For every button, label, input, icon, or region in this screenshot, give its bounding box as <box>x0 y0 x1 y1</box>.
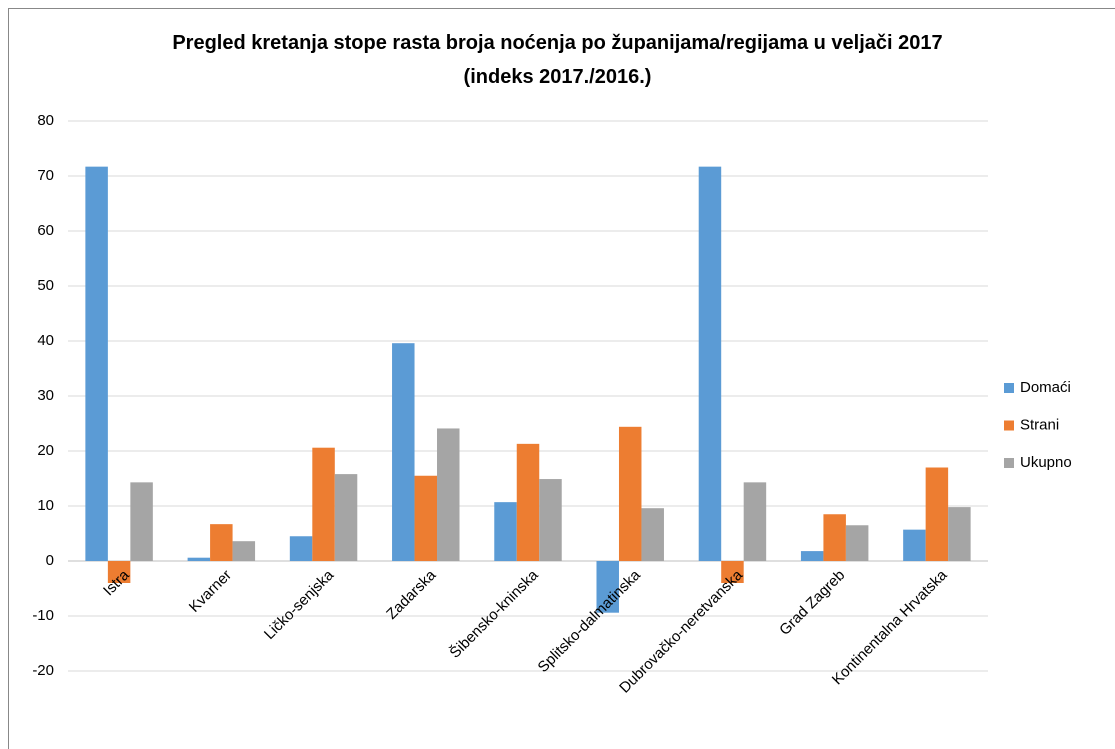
legend-swatch <box>1004 420 1014 431</box>
legend-label: Domaći <box>1020 379 1071 396</box>
y-tick-label: 40 <box>37 332 54 349</box>
y-tick-label: 80 <box>37 112 54 129</box>
y-tick-label: 60 <box>37 222 54 239</box>
x-tick-label: Zadarska <box>383 566 440 623</box>
bar <box>641 508 664 561</box>
x-tick-label: Grad Zagreb <box>776 567 848 639</box>
bar <box>414 475 438 561</box>
x-tick-label: Splitsko-dalmatinska <box>535 566 645 676</box>
bar <box>232 541 256 561</box>
bar <box>312 447 335 561</box>
y-tick-label: 30 <box>37 387 54 404</box>
bar <box>823 514 846 561</box>
bar <box>698 166 722 561</box>
bar <box>925 467 949 561</box>
bar <box>334 474 358 561</box>
bar <box>800 551 824 561</box>
x-tick-label: Kontinentalna Hrvatska <box>829 566 951 688</box>
bar <box>494 502 517 561</box>
bar <box>903 529 926 561</box>
legend-swatch <box>1004 458 1014 468</box>
legend-label: Strani <box>1020 416 1059 433</box>
y-tick-label: 20 <box>37 442 54 459</box>
bar <box>721 561 744 583</box>
bar <box>948 507 971 561</box>
chart-title: Pregled kretanja stope rasta broja noćen… <box>172 32 943 88</box>
x-tick-label: Šibensko-kninska <box>446 566 542 662</box>
legend-swatch <box>1004 383 1014 393</box>
bar <box>743 482 767 561</box>
bar <box>437 428 460 561</box>
bar <box>596 561 619 613</box>
chart-border <box>8 8 1115 749</box>
y-tick-label: 0 <box>46 552 54 569</box>
bar <box>845 525 869 561</box>
y-tick-label: 50 <box>37 277 54 294</box>
bar <box>289 536 313 561</box>
x-tick-label: Ličko-senjska <box>261 566 338 643</box>
bar <box>210 524 233 561</box>
bar <box>618 426 642 561</box>
bar <box>85 166 108 561</box>
x-tick-label: Kvarner <box>186 567 235 616</box>
y-tick-label: 10 <box>37 497 54 514</box>
bar <box>539 479 562 561</box>
bar <box>392 343 415 561</box>
bar <box>187 557 211 561</box>
bar <box>516 443 540 561</box>
y-tick-label: 70 <box>37 167 54 184</box>
y-tick-label: -10 <box>32 607 54 624</box>
bar <box>107 561 131 583</box>
y-tick-label: -20 <box>32 662 54 679</box>
legend-label: Ukupno <box>1020 454 1072 471</box>
bar <box>130 482 153 561</box>
